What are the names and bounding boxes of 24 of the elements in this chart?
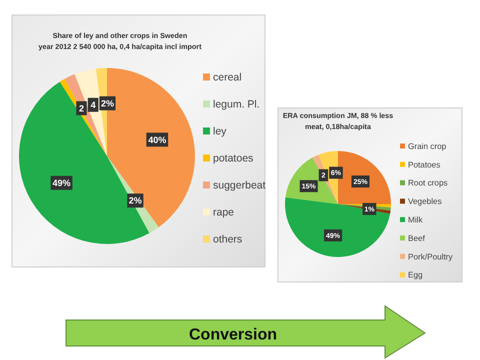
data-label: 4 xyxy=(90,100,96,110)
data-label: 2% xyxy=(128,196,142,206)
legend-label: Beef xyxy=(408,234,426,243)
pie-slice xyxy=(285,197,390,257)
legend-label: Pork/Poultry xyxy=(408,252,454,262)
legend-label: Grain crop xyxy=(408,142,447,151)
legend-label: legum. Pl. xyxy=(213,98,260,111)
legend-label: rape xyxy=(213,206,234,219)
data-label: 40% xyxy=(148,134,166,145)
legend-label: Potatoes xyxy=(408,160,440,170)
legend-label: suggerbeat xyxy=(213,180,266,192)
legend-label: cereal xyxy=(213,72,242,84)
data-label: 2 xyxy=(79,103,84,114)
legend-label: potatoes xyxy=(213,152,254,165)
legend-label: others xyxy=(213,234,242,246)
legend-label: ley xyxy=(213,126,228,138)
legend-label: Milk xyxy=(408,215,424,224)
data-label: 2% xyxy=(100,98,114,108)
text: Conversion xyxy=(188,326,278,344)
legend-label: Root crops xyxy=(408,178,448,188)
data-label: 49% xyxy=(52,178,71,188)
legend-label: Vegebles xyxy=(408,197,442,206)
legend-label: Egg xyxy=(408,270,424,280)
pie-slice xyxy=(19,82,150,244)
